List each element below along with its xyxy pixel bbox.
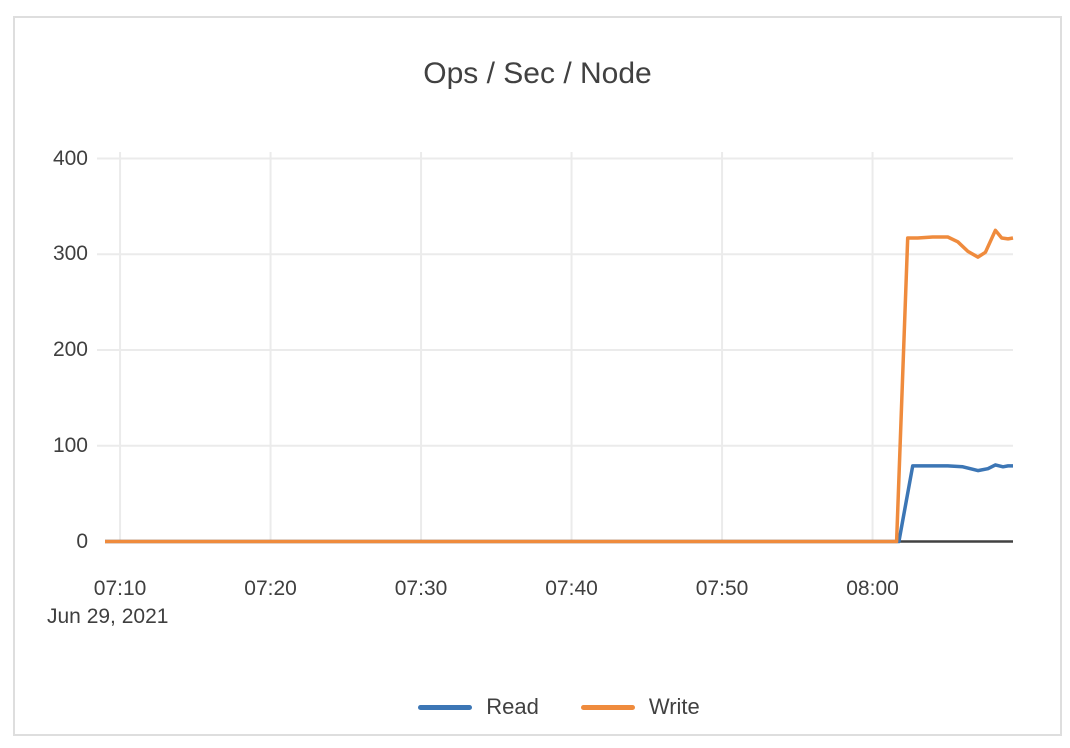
x-tick-label-07:30: 07:30 xyxy=(394,577,448,600)
write-legend-swatch-icon xyxy=(580,704,635,710)
y-tick-label-0: 0 xyxy=(76,529,88,553)
chart-title: Ops / Sec / Node xyxy=(423,57,652,90)
y-tick-label-200: 200 xyxy=(52,338,88,361)
legend-label: Write xyxy=(648,694,700,719)
chart-card xyxy=(13,16,1062,736)
legend: Read Write xyxy=(105,694,1013,720)
x-axis-date-label: Jun 29, 2021 xyxy=(47,605,169,628)
x-tick-label-07:50: 07:50 xyxy=(695,577,749,600)
x-tick-label-08:00: 08:00 xyxy=(846,577,899,600)
write-series-line xyxy=(105,228,1014,544)
y-tick-label-100: 100 xyxy=(52,433,88,457)
read-legend-swatch-icon xyxy=(418,704,473,710)
legend-item-read[interactable]: Read xyxy=(418,694,539,720)
x-tick-label-07:10: 07:10 xyxy=(93,577,147,600)
x-tick-label-07:20: 07:20 xyxy=(244,577,297,600)
legend-item-write[interactable]: Write xyxy=(580,694,700,720)
legend-label: Read xyxy=(486,694,539,719)
y-tick-label-400: 400 xyxy=(52,146,88,170)
x-tick-label-07:40: 07:40 xyxy=(545,577,598,600)
read-series-line xyxy=(105,463,1013,544)
y-tick-label-300: 300 xyxy=(52,242,88,266)
